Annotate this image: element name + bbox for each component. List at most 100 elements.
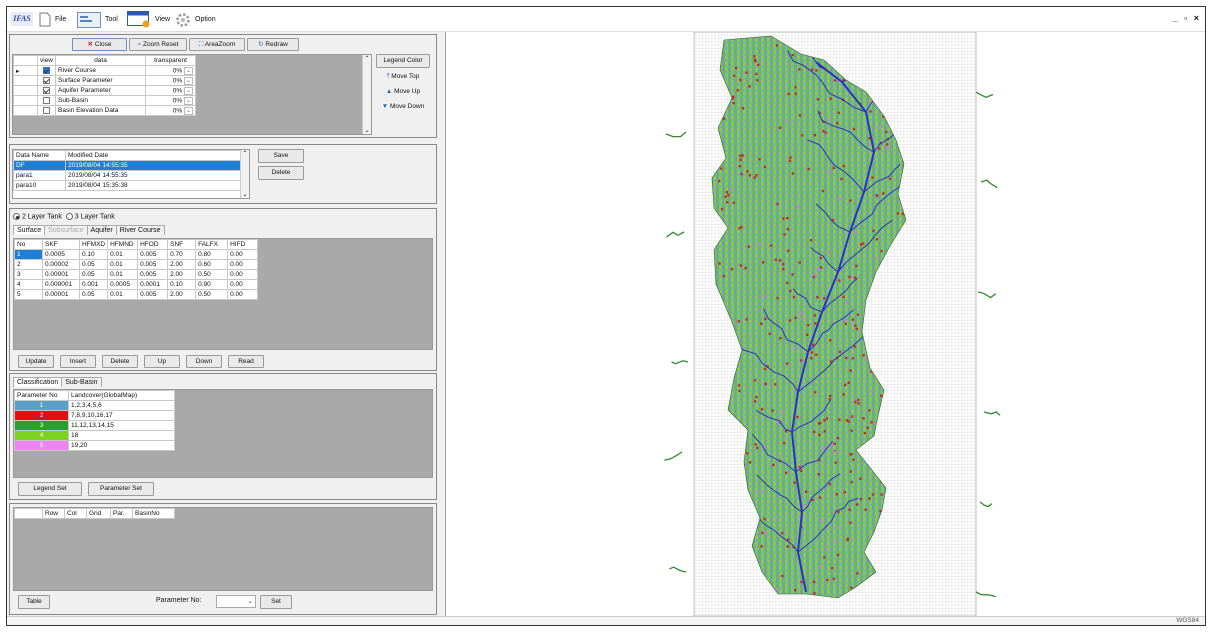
- table-cell[interactable]: 0.50: [195, 269, 229, 280]
- table-cell[interactable]: 0.000001: [42, 279, 80, 290]
- layer-row[interactable]: ▸ River Course 0% ⌄: [13, 65, 197, 76]
- tab-river-course[interactable]: River Course: [115, 225, 165, 235]
- table-row[interactable]: 3 11,12,13,14,15: [14, 420, 175, 431]
- layer-row[interactable]: Sub-Basin 0% ⌄: [13, 95, 197, 106]
- table-cell[interactable]: 0.01: [107, 269, 139, 280]
- landcover-value[interactable]: 18: [68, 430, 175, 441]
- table-cell[interactable]: 0.70: [167, 249, 197, 260]
- table-row[interactable]: 2 0.00002 0.05 0.01 0.005 2.00 0.60 0.00: [14, 259, 259, 270]
- table-cell[interactable]: 0.00002: [42, 259, 80, 270]
- basin-map[interactable]: [446, 31, 1206, 617]
- table-cell[interactable]: 2.00: [167, 259, 197, 270]
- chevron-down-icon[interactable]: ⌄: [184, 106, 194, 115]
- legend-swatch[interactable]: 1: [14, 400, 69, 411]
- table-cell[interactable]: 0.00: [227, 259, 259, 270]
- menu-option[interactable]: Option: [175, 11, 216, 28]
- checkbox-checked-icon[interactable]: [43, 76, 50, 84]
- layer-transparent[interactable]: 0% ⌄: [145, 75, 197, 86]
- table-row[interactable]: 1 0.0005 0.10 0.01 0.005 0.70 0.80 0.00: [14, 249, 259, 260]
- area-zoom-button[interactable]: ⛶ AreaZoom: [189, 38, 245, 51]
- layer-transparent[interactable]: 0% ⌄: [145, 95, 197, 106]
- legend-set-button[interactable]: Legend Set: [18, 482, 82, 496]
- table-cell[interactable]: 0.005: [137, 289, 169, 300]
- menu-view[interactable]: View: [127, 11, 170, 28]
- table-cell[interactable]: 0.00001: [42, 289, 80, 300]
- table-cell[interactable]: 5: [14, 289, 43, 300]
- move-down-button[interactable]: ▼ Move Down: [376, 101, 430, 114]
- save-button[interactable]: Save: [258, 149, 304, 163]
- checkbox-checked-icon[interactable]: [43, 66, 50, 74]
- table-cell[interactable]: 2: [14, 259, 43, 270]
- radio-2-layer[interactable]: [13, 213, 20, 220]
- landcover-value[interactable]: 7,8,9,10,16,17: [68, 410, 175, 421]
- delete-row-button[interactable]: Delete: [102, 355, 138, 368]
- delete-dataset-button[interactable]: Delete: [258, 166, 304, 180]
- table-cell[interactable]: 0.00001: [42, 269, 80, 280]
- redraw-button[interactable]: ↻ Redraw: [247, 38, 299, 51]
- dataset-scrollbar[interactable]: ⌃ ⌄: [240, 150, 249, 198]
- layer-row[interactable]: Aquifer Parameter 0% ⌄: [13, 85, 197, 96]
- table-cell[interactable]: 0.60: [195, 259, 229, 270]
- table-row[interactable]: 3 0.00001 0.05 0.01 0.005 2.00 0.50 0.00: [14, 269, 259, 280]
- table-row[interactable]: 2 7,8,9,10,16,17: [14, 410, 175, 421]
- insert-button[interactable]: Insert: [60, 355, 96, 368]
- table-row[interactable]: 1 1,2,3,4,5,6: [14, 400, 175, 411]
- table-cell[interactable]: 0.05: [78, 259, 109, 270]
- table-cell[interactable]: 0.00: [227, 269, 259, 280]
- table-row[interactable]: 4 18: [14, 430, 175, 441]
- parameter-no-select[interactable]: ⌄: [216, 595, 256, 608]
- window-controls[interactable]: _ ▫ ×: [1172, 13, 1201, 23]
- table-cell[interactable]: 0.00: [227, 289, 259, 300]
- scroll-down-icon[interactable]: ⌄: [364, 128, 370, 134]
- table-cell[interactable]: 0.0005: [107, 279, 139, 290]
- tab-classification[interactable]: Classification: [13, 377, 63, 387]
- layer-row[interactable]: Basin Elevation Data 0% ⌄: [13, 105, 197, 116]
- tab-subsurface[interactable]: Subsurface: [44, 225, 88, 235]
- layer-checkbox[interactable]: [36, 105, 57, 116]
- layer-transparent[interactable]: 0% ⌄: [145, 105, 197, 116]
- zoom-reset-button[interactable]: ⌕ Zoom Reset: [129, 38, 187, 51]
- menu-tool[interactable]: Tool: [77, 11, 118, 28]
- table-cell[interactable]: 0.50: [195, 289, 229, 300]
- up-button[interactable]: Up: [144, 355, 180, 368]
- layer-scrollbar[interactable]: ⌃ ⌄: [362, 55, 371, 134]
- landcover-value[interactable]: 11,12,13,14,15: [68, 420, 175, 431]
- checkbox-empty-icon[interactable]: [43, 106, 50, 114]
- landcover-value[interactable]: 19,20: [68, 440, 175, 451]
- layer-checkbox[interactable]: [36, 85, 57, 96]
- table-button[interactable]: Table: [18, 595, 50, 609]
- dataset-row[interactable]: DF 2019/08/04 14:55:35: [13, 160, 241, 171]
- menu-file[interactable]: File: [39, 11, 66, 28]
- tab-sub-basin[interactable]: Sub-Basin: [61, 377, 102, 387]
- table-row[interactable]: 4 0.000001 0.001 0.0005 0.0001 0.10 0.90…: [14, 279, 259, 290]
- parameter-set-button[interactable]: Parameter Set: [88, 482, 154, 496]
- scroll-up-icon[interactable]: ⌃: [364, 56, 370, 62]
- legend-swatch[interactable]: 3: [14, 420, 69, 431]
- set-button[interactable]: Set: [260, 595, 292, 609]
- layer-checkbox[interactable]: [36, 95, 57, 106]
- table-cell[interactable]: 0.10: [78, 249, 109, 260]
- update-button[interactable]: Update: [18, 355, 54, 368]
- legend-swatch[interactable]: 4: [14, 430, 69, 441]
- table-cell[interactable]: 0.0005: [42, 249, 80, 260]
- chevron-down-icon[interactable]: ⌄: [184, 96, 194, 105]
- table-cell[interactable]: 3: [14, 269, 43, 280]
- table-cell[interactable]: 0.05: [78, 269, 109, 280]
- table-cell[interactable]: 0.005: [137, 249, 169, 260]
- legend-color-button[interactable]: Legend Color: [376, 54, 430, 68]
- checkbox-checked-icon[interactable]: [43, 86, 50, 94]
- legend-swatch[interactable]: 5: [14, 440, 69, 451]
- layer-checkbox[interactable]: [36, 75, 57, 86]
- table-cell[interactable]: 0.80: [195, 249, 229, 260]
- map-view[interactable]: [445, 31, 1206, 617]
- table-cell[interactable]: 2.00: [167, 269, 197, 280]
- scroll-down-icon[interactable]: ⌄: [242, 192, 248, 198]
- table-cell[interactable]: 0.01: [107, 259, 139, 270]
- table-cell[interactable]: 0.90: [195, 279, 229, 290]
- table-cell[interactable]: 4: [14, 279, 43, 290]
- radio-3-layer[interactable]: [65, 213, 73, 220]
- chevron-down-icon[interactable]: ⌄: [184, 66, 194, 75]
- table-row[interactable]: 5 0.00001 0.05 0.01 0.005 2.00 0.50 0.00: [14, 289, 259, 300]
- table-cell[interactable]: 0.05: [78, 289, 109, 300]
- landcover-value[interactable]: 1,2,3,4,5,6: [68, 400, 175, 411]
